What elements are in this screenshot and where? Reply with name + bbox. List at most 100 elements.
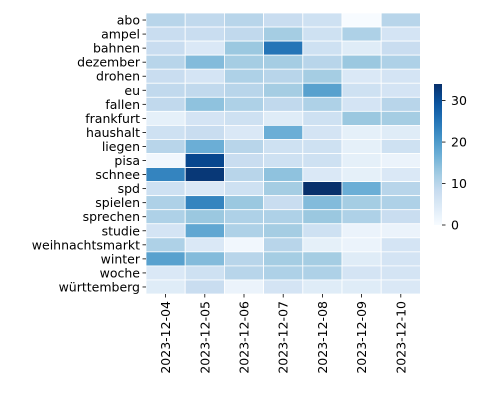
heatmap-cell [302,195,343,211]
y-tick-label: liegen [102,139,140,154]
heatmap-cell [341,125,382,140]
heatmap-cell [223,96,264,112]
heatmap-cell [263,40,304,56]
heatmap-cell [263,110,304,126]
heatmap-cell [145,209,186,225]
heatmap-cell [302,139,343,154]
heatmap-cell [302,40,343,56]
heatmap-cell [145,251,186,267]
heatmap-cell [184,68,225,84]
heatmap-cell [145,167,186,183]
heatmap-cell [184,82,225,98]
heatmap-cell [145,82,186,98]
heatmap-cell [145,279,186,295]
heatmap-cell [145,153,186,168]
heatmap-cell [263,279,304,295]
heatmap-cell [302,96,343,112]
heatmap-cell [341,237,382,253]
heatmap-cell [341,223,382,239]
heatmap-cell [145,265,186,281]
heatmap-cell [184,110,225,126]
heatmap-cell [341,26,382,42]
heatmap-cell [223,181,264,197]
y-tick-label: haushalt [86,125,140,140]
heatmap-cell [223,153,264,168]
heatmap-cell [263,181,304,197]
y-tick-label: studie [102,223,141,238]
y-tick-label: pisa [114,153,140,168]
heatmap-cell [302,54,343,70]
heatmap-cell [223,40,264,56]
heatmap-cell [341,153,382,168]
heatmap-cell [263,265,304,281]
heatmap-cell [263,54,304,70]
heatmap-cell [380,181,421,197]
heatmap-cell [223,82,264,98]
heatmap-cell [223,209,264,225]
heatmap-cell [223,139,264,154]
heatmap-cell [380,54,421,70]
heatmap-cell [184,209,225,225]
heatmap-cell [184,251,225,267]
heatmap-cell [263,139,304,154]
heatmap-cell [380,68,421,84]
colorbar-tick-label: 0 [451,218,459,233]
y-tick-label: sprechen [83,209,140,224]
x-tick-label: 2023-12-08 [315,301,330,374]
heatmap-cell [223,265,264,281]
x-tick-label: 2023-12-09 [354,301,369,374]
heatmap-cell [380,167,421,183]
x-tick-label: 2023-12-10 [393,301,408,374]
y-tick-label: winter [101,251,141,266]
y-tick-label: drohen [96,69,140,84]
heatmap-cell [302,237,343,253]
heatmap-cell [223,223,264,239]
heatmap-cell [341,54,382,70]
heatmap-cell [184,181,225,197]
heatmap-cell [341,251,382,267]
heatmap-cell [380,96,421,112]
x-tick-label: 2023-12-04 [158,301,173,374]
colorbar: 0 10 20 30 [434,84,467,233]
heatmap-cell [341,209,382,225]
heatmap-cell [184,96,225,112]
heatmap-cell [145,40,186,56]
y-tick-label: frankfurt [85,111,140,126]
heatmap-cell [380,279,421,295]
heatmap-cell [341,265,382,281]
heatmap-cell [380,110,421,126]
heatmap-cell [302,209,343,225]
heatmap-cell [263,125,304,140]
heatmap-cell [302,167,343,183]
heatmap-cell [145,125,186,140]
colorbar-gradient [434,84,442,225]
heatmap-cell [184,265,225,281]
heatmap-cell [184,153,225,168]
heatmap-cell [302,251,343,267]
heatmap-cell [145,26,186,42]
heatmap-cell [184,139,225,154]
y-tick-label: württemberg [59,279,140,294]
y-tick-label: eu [124,83,140,98]
heatmap-cell [145,223,186,239]
heatmap-cell [302,153,343,168]
heatmap-cells [145,12,421,295]
heatmap-cell [184,26,225,42]
x-axis-labels: 2023-12-04 2023-12-05 2023-12-06 2023-12-07… [158,294,408,374]
x-tick-label: 2023-12-05 [197,301,212,374]
heatmap-cell [380,223,421,239]
heatmap-cell [263,68,304,84]
heatmap-cell [145,195,186,211]
heatmap-cell [341,82,382,98]
heatmap-cell [263,223,304,239]
heatmap-cell [184,40,225,56]
y-tick-label: fallen [105,97,140,112]
heatmap-cell [223,251,264,267]
heatmap-cell [302,110,343,126]
heatmap-cell [263,237,304,253]
heatmap-cell [223,54,264,70]
colorbar-tick-label: 30 [451,93,467,108]
heatmap-cell [184,125,225,140]
y-tick-label: schnee [95,167,140,182]
heatmap-cell [341,181,382,197]
